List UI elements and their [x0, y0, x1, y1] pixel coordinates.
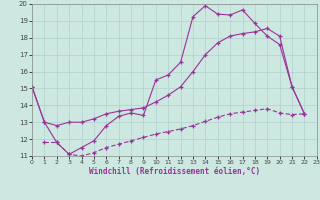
X-axis label: Windchill (Refroidissement éolien,°C): Windchill (Refroidissement éolien,°C)	[89, 167, 260, 176]
